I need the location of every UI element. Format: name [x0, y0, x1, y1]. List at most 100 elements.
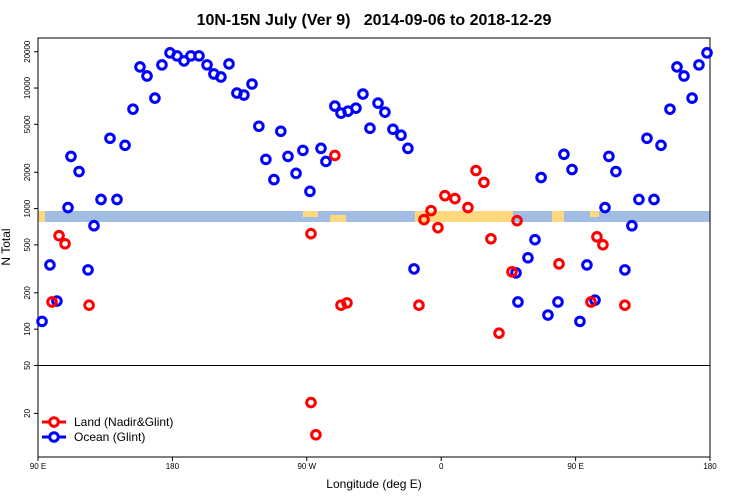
point [619, 299, 631, 311]
x-tick-label: 0 [439, 462, 444, 471]
point [156, 59, 168, 71]
point [597, 238, 609, 251]
point [493, 327, 505, 339]
point [566, 163, 578, 176]
point [310, 428, 322, 441]
point [439, 189, 451, 202]
point [215, 71, 227, 83]
x-tick-label: 180 [703, 462, 717, 471]
point [253, 120, 265, 133]
plot-frame [37, 37, 711, 458]
point [701, 47, 713, 59]
point [506, 266, 518, 278]
point [350, 102, 362, 114]
point [603, 150, 615, 163]
point [82, 264, 94, 276]
y-tick-label: 5000 [23, 115, 32, 133]
point [610, 165, 622, 178]
point [341, 297, 353, 309]
legend-label: Ocean (Glint) [74, 430, 145, 444]
point [655, 139, 667, 152]
point [395, 129, 407, 142]
point [149, 92, 161, 104]
point [671, 61, 683, 73]
point [619, 264, 631, 276]
point [408, 263, 420, 275]
point [648, 193, 660, 206]
point [59, 237, 71, 250]
point [553, 258, 565, 270]
point [238, 89, 250, 101]
x-tick-label: 90 W [297, 462, 316, 471]
point [379, 106, 391, 118]
point [65, 150, 77, 163]
point [51, 295, 63, 307]
point [591, 231, 603, 243]
y-tick-label: 50 [23, 360, 32, 369]
point [304, 185, 316, 198]
point [425, 204, 437, 217]
x-tick-label: 180 [166, 462, 180, 471]
y-tick-label: 20000 [23, 40, 32, 63]
point [305, 227, 317, 240]
point [522, 251, 534, 264]
point [104, 132, 116, 145]
point [268, 173, 280, 186]
point [193, 50, 205, 62]
point [511, 214, 523, 227]
point [36, 315, 48, 328]
point [315, 142, 327, 155]
point [88, 219, 100, 232]
point [201, 59, 213, 71]
point [402, 142, 414, 155]
point [372, 97, 384, 109]
point [449, 192, 461, 205]
point [485, 232, 497, 245]
point [432, 221, 444, 234]
y-tick-label: 1000 [23, 199, 32, 217]
point [127, 103, 139, 115]
point [329, 149, 341, 162]
point [633, 193, 645, 206]
y-tick-label: 100 [23, 322, 32, 336]
point [119, 139, 131, 152]
point [581, 259, 593, 271]
x-axis-label: Longitude (deg E) [326, 477, 421, 491]
point [44, 259, 56, 271]
point [141, 70, 153, 82]
point [693, 59, 705, 71]
chart-title: 10N-15N July (Ver 9) 2014-09-06 to 2018-… [197, 12, 552, 29]
point [664, 103, 676, 115]
point [260, 153, 272, 166]
point [62, 201, 74, 214]
land-sea-strip [38, 211, 710, 222]
x-tick-label: 90 E [567, 462, 583, 471]
legend-marker [48, 416, 60, 428]
point [678, 70, 690, 82]
point [478, 176, 490, 189]
point [418, 213, 430, 226]
y-tick-label: 10000 [23, 76, 32, 99]
point [223, 58, 235, 70]
point [470, 164, 482, 177]
point [413, 299, 425, 311]
point [282, 150, 294, 163]
point [111, 193, 123, 206]
point [599, 201, 611, 214]
point [529, 233, 541, 246]
point [305, 396, 317, 409]
point [364, 122, 376, 135]
point [335, 299, 347, 311]
point [387, 123, 399, 136]
point [73, 165, 85, 178]
point [297, 144, 309, 157]
point [246, 78, 258, 90]
y-axis-label: N Total [0, 228, 13, 265]
point [626, 219, 638, 232]
y-tick-label: 2000 [23, 163, 32, 181]
point [46, 296, 58, 308]
y-tick-label: 500 [23, 238, 32, 252]
point [512, 296, 524, 308]
point [558, 148, 570, 161]
